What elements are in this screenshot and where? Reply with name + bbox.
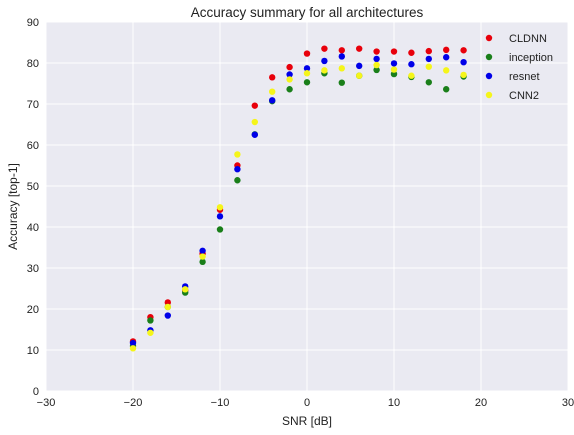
data-point-inception: [147, 317, 154, 324]
data-point-cnn2: [216, 204, 224, 211]
data-point-inception: [373, 66, 380, 74]
x-tick-label: 20: [475, 397, 487, 409]
legend-marker-inception: [485, 53, 493, 61]
legend: CLDNN inception resnet CNN2: [485, 33, 553, 102]
legend-marker-resnet: [485, 72, 493, 80]
y-tick-label: 50: [27, 181, 39, 193]
data-point-cnn2: [408, 72, 415, 79]
data-point-cnn2: [443, 67, 450, 74]
y-tick-label: 30: [27, 263, 39, 275]
x-tick-label: −30: [37, 397, 56, 409]
data-point-resnet: [425, 55, 432, 63]
data-point-resnet: [129, 339, 137, 347]
x-tick-label: 0: [304, 397, 310, 409]
data-point-cnn2: [321, 67, 328, 74]
data-point-resnet: [408, 61, 415, 68]
data-point-inception: [390, 70, 398, 78]
y-tick-label: 80: [27, 58, 39, 70]
data-point-cnn2: [182, 286, 189, 293]
y-tick-label: 20: [27, 304, 39, 316]
data-point-cnn2: [390, 66, 398, 73]
y-tick-label: 60: [27, 140, 39, 152]
y-tick-label: 0: [33, 386, 39, 398]
legend-label-cldnn: CLDNN: [509, 33, 547, 45]
legend-label-resnet: resnet: [509, 71, 540, 83]
data-point-cldnn: [356, 45, 363, 52]
data-point-cnn2: [234, 151, 241, 158]
data-point-cnn2: [338, 65, 345, 72]
data-point-resnet: [269, 97, 276, 104]
data-point-cldnn: [390, 48, 398, 55]
x-tick-label: −10: [211, 397, 230, 409]
data-point-cldnn: [460, 47, 467, 54]
data-point-cnn2: [199, 253, 206, 260]
data-point-cldnn: [408, 49, 415, 56]
data-point-cldnn: [373, 48, 380, 55]
data-point-cldnn: [303, 50, 311, 57]
data-point-inception: [425, 79, 432, 86]
data-point-resnet: [286, 71, 293, 78]
data-point-cldnn: [338, 47, 345, 54]
data-point-resnet: [390, 60, 398, 67]
data-point-resnet: [356, 62, 363, 70]
y-axis-ticks: 0 10 20 30 40 50 60 70 80 90: [27, 17, 39, 398]
data-point-cldnn: [251, 102, 258, 109]
x-tick-label: −20: [124, 397, 143, 409]
legend-label-inception: inception: [509, 52, 553, 64]
data-point-inception: [234, 177, 241, 184]
y-axis-title: Accuracy [top-1]: [6, 163, 20, 250]
data-point-cnn2: [286, 76, 293, 83]
y-tick-label: 40: [27, 222, 39, 234]
data-point-resnet: [373, 55, 380, 63]
data-point-cnn2: [303, 70, 311, 77]
data-point-cnn2: [356, 72, 363, 79]
x-axis-title: SNR [dB]: [282, 414, 332, 428]
data-point-cldnn: [321, 45, 328, 52]
data-point-resnet: [234, 165, 241, 173]
data-point-inception: [216, 226, 224, 233]
data-point-cldnn: [269, 74, 276, 81]
data-point-cnn2: [373, 61, 380, 69]
x-axis-ticks: −30 −20 −10 0 10 20 30: [37, 397, 574, 409]
data-point-resnet: [199, 247, 206, 254]
x-tick-label: 10: [388, 397, 400, 409]
data-point-cldnn: [164, 299, 171, 306]
data-point-inception: [199, 258, 206, 266]
data-point-cldnn: [286, 63, 293, 71]
legend-marker-cldnn: [485, 34, 493, 42]
y-tick-label: 70: [27, 99, 39, 111]
data-point-resnet: [303, 65, 311, 72]
data-point-cnn2: [147, 329, 154, 336]
data-point-inception: [443, 86, 450, 93]
data-point-cnn2: [425, 63, 432, 70]
chart-title: Accuracy summary for all architectures: [191, 5, 424, 20]
data-point-cnn2: [460, 71, 467, 79]
data-point-cnn2: [251, 118, 258, 126]
y-tick-label: 10: [27, 345, 39, 357]
y-tick-label: 90: [27, 17, 39, 29]
data-point-resnet: [443, 54, 450, 61]
data-point-resnet: [251, 131, 258, 138]
data-point-resnet: [460, 58, 467, 66]
legend-marker-cnn2: [485, 91, 493, 99]
data-point-cnn2: [164, 303, 171, 311]
data-point-cnn2: [129, 345, 137, 352]
data-point-resnet: [321, 57, 328, 65]
legend-label-cnn2: CNN2: [509, 90, 539, 102]
data-point-resnet: [164, 312, 171, 319]
data-point-inception: [286, 86, 293, 93]
data-point-resnet: [338, 53, 345, 60]
data-point-inception: [338, 79, 345, 86]
data-point-inception: [303, 79, 311, 86]
data-point-cnn2: [269, 88, 276, 95]
data-point-cldnn: [443, 46, 450, 54]
data-points: [129, 45, 467, 352]
data-point-resnet: [216, 213, 224, 220]
data-point-cldnn: [425, 47, 432, 55]
x-tick-label: 30: [562, 397, 574, 409]
